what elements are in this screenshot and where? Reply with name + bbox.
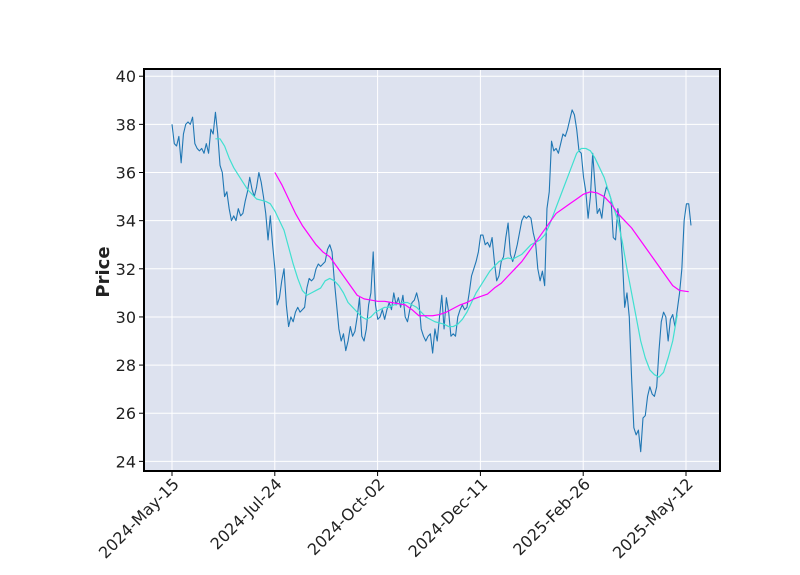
y-tick-label: 28: [116, 356, 136, 375]
series-line-3: [274, 172, 689, 317]
plot-background: [144, 69, 720, 471]
series-layer: [171, 109, 692, 453]
x-tick-label: 2024-Dec-11: [405, 474, 492, 561]
y-tick-label: 36: [116, 164, 136, 183]
y-axis-title: Price: [93, 246, 114, 297]
y-tick-label: 26: [116, 404, 136, 423]
y-tick-label: 30: [116, 308, 136, 327]
x-tick-label: 2025-Feb-26: [509, 474, 594, 559]
y-axis: 24 26 28 30 32 34 36 38 40: [116, 67, 144, 471]
y-tick-label: 24: [116, 452, 136, 471]
series-line-2: [215, 138, 678, 378]
series-line-1: [171, 109, 692, 453]
y-tick-label: 38: [116, 115, 136, 134]
y-tick-label: 40: [116, 67, 136, 86]
x-axis: 2024-May-15 2024-Jul-24 2024-Oct-02 2024-De…: [95, 471, 697, 562]
y-tick-label: 32: [116, 260, 136, 279]
x-tick-label: 2024-Oct-02: [304, 474, 389, 559]
x-tick-label: 2024-Jul-24: [207, 474, 286, 553]
plot-frame: [143, 68, 721, 472]
x-tick-label: 2024-May-15: [95, 474, 183, 562]
x-tick-label: 2025-May-12: [609, 474, 697, 562]
y-tick-label: 34: [116, 212, 136, 231]
